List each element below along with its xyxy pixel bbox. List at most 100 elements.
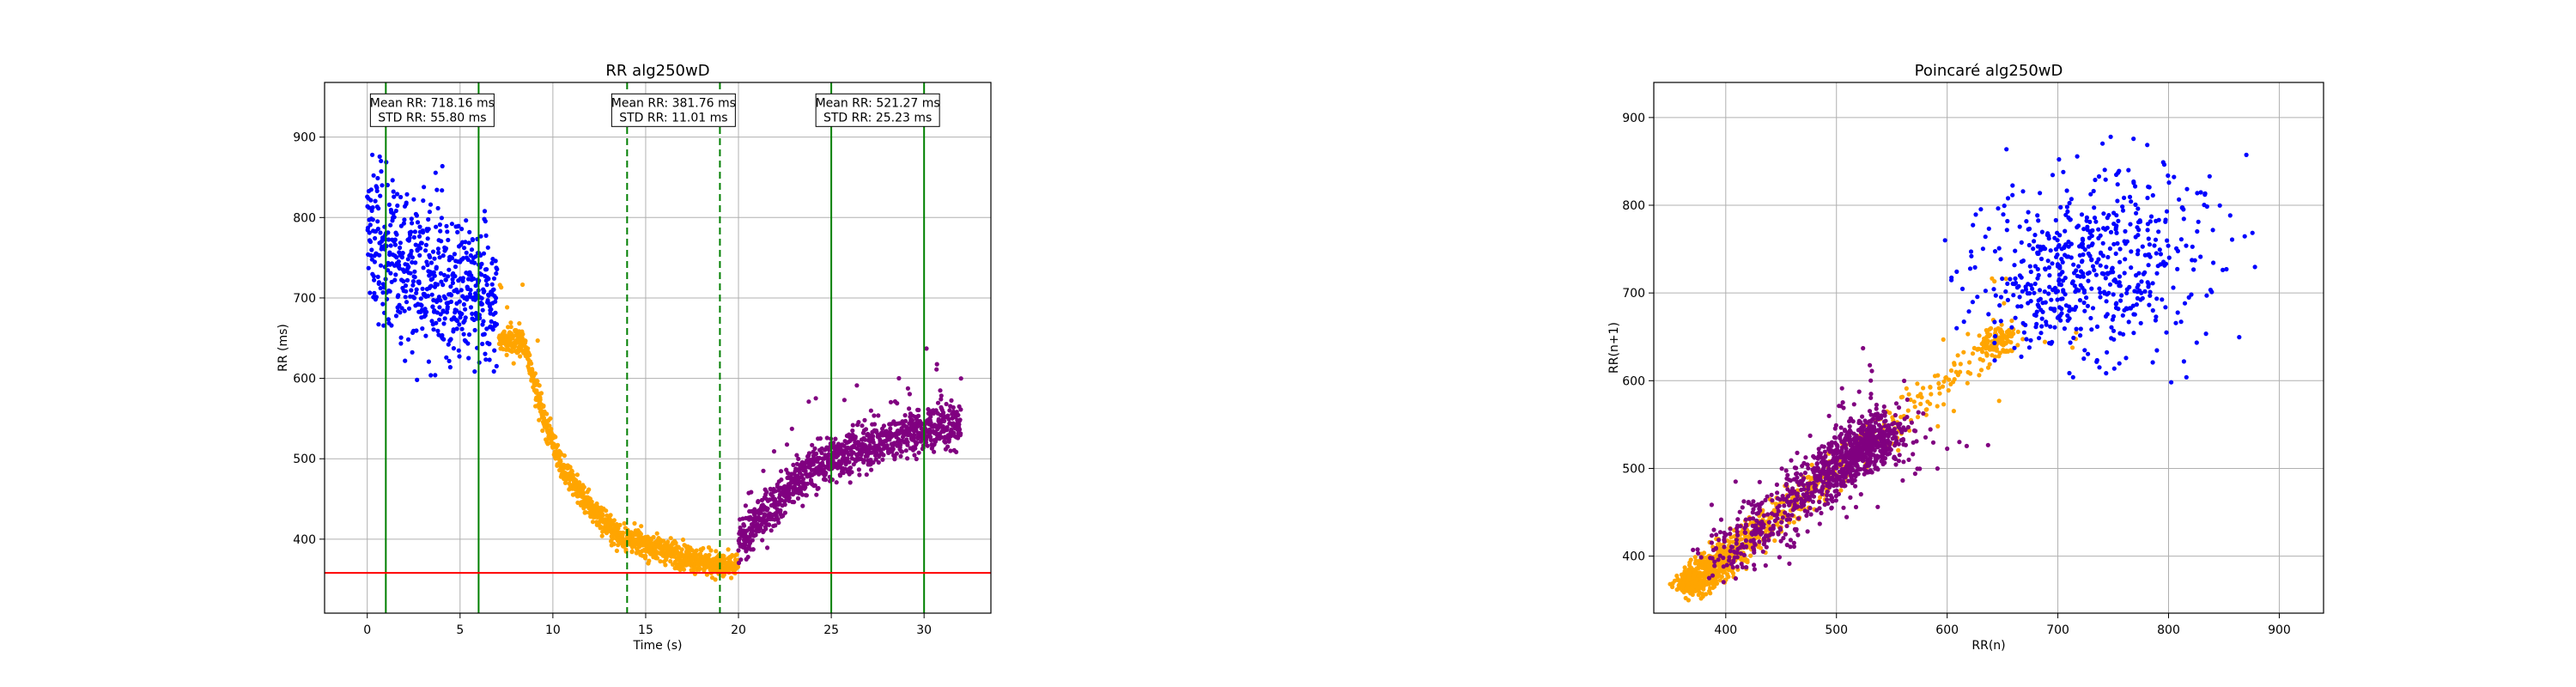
poincare-point	[1984, 352, 1990, 357]
scatter-point	[439, 216, 444, 221]
poincare-point	[1854, 438, 1859, 443]
scatter-point	[729, 575, 734, 581]
poincare-point	[1964, 443, 1969, 449]
scatter-point	[426, 216, 431, 222]
poincare-point	[1930, 440, 1936, 445]
poincare-point	[1696, 573, 1702, 578]
scatter-point	[409, 229, 414, 234]
poincare-point	[1757, 539, 1762, 544]
scatter-point	[444, 355, 449, 360]
scatter-point	[380, 301, 386, 307]
scatter-point	[401, 221, 406, 226]
scatter-point	[404, 200, 409, 205]
poincare-point	[1728, 526, 1733, 532]
poincare-point	[1951, 409, 1956, 414]
scatter-point	[415, 220, 421, 225]
scatter-point	[405, 337, 411, 342]
scatter-point	[419, 303, 424, 308]
poincare-point	[1763, 497, 1768, 503]
scatter-point	[763, 526, 769, 532]
poincare-point	[2004, 336, 2009, 341]
poincare-point	[1996, 354, 2002, 359]
poincare-point	[1826, 476, 1832, 481]
scatter-point	[411, 234, 416, 240]
poincare-point	[1727, 558, 1732, 563]
scatter-point	[467, 229, 472, 234]
scatter-point	[871, 434, 876, 439]
scatter-point	[491, 368, 496, 374]
scatter-point	[392, 242, 398, 247]
scatter-point	[932, 449, 937, 454]
poincare-point	[1730, 539, 1735, 544]
poincare-point	[1807, 506, 1813, 511]
poincare-point	[1871, 453, 1876, 458]
poincare-point	[1806, 465, 1811, 471]
poincare-point	[1670, 584, 1675, 590]
poincare-point	[1805, 481, 1810, 487]
scatter-point	[590, 520, 596, 525]
scatter-point	[736, 560, 742, 566]
poincare-point	[1693, 579, 1698, 584]
scatter-point	[485, 245, 490, 250]
scatter-point	[367, 205, 372, 210]
poincare-point	[1717, 530, 1723, 535]
poincare-point	[1790, 508, 1795, 513]
scatter-point	[912, 453, 917, 458]
scatter-point	[604, 508, 609, 514]
y-tick-label: 800	[293, 211, 316, 225]
scatter-point	[744, 534, 750, 539]
scatter-point	[423, 248, 428, 253]
poincare-point	[1716, 557, 1721, 562]
scatter-point	[371, 274, 376, 279]
poincare-point	[1874, 443, 1879, 448]
scatter-point	[372, 277, 377, 283]
poincare-point	[1731, 559, 1736, 565]
poincare-point	[1686, 598, 1691, 603]
scatter-point	[482, 209, 488, 214]
scatter-point	[392, 215, 397, 220]
scatter-point	[722, 556, 727, 562]
scatter-point	[483, 357, 489, 362]
scatter-point	[804, 493, 810, 498]
scatter-point	[449, 222, 455, 227]
scatter-point	[398, 341, 404, 346]
poincare-point	[1712, 584, 1717, 589]
poincare-point	[1850, 419, 1856, 424]
scatter-point	[945, 425, 950, 430]
scatter-point	[410, 283, 416, 288]
poincare-point	[1787, 561, 1792, 567]
scatter-point	[846, 446, 851, 451]
poincare-point	[2096, 173, 2102, 179]
scatter-point	[444, 223, 449, 228]
scatter-point	[450, 277, 455, 282]
scatter-point	[951, 404, 956, 410]
scatter-point	[529, 361, 534, 366]
poincare-point	[1881, 404, 1886, 410]
scatter-point	[812, 483, 817, 488]
poincare-point	[1779, 520, 1784, 525]
scatter-point	[465, 257, 471, 262]
poincare-point	[1719, 574, 1724, 580]
scatter-point	[479, 272, 484, 277]
poincare-point	[1821, 444, 1826, 449]
scatter-point	[782, 510, 788, 515]
scatter-point	[374, 188, 380, 193]
scatter-point	[451, 327, 456, 332]
scatter-point	[769, 528, 774, 533]
poincare-point	[1793, 497, 1798, 502]
poincare-point	[2057, 157, 2062, 162]
poincare-point	[1844, 459, 1849, 465]
scatter-point	[527, 352, 532, 358]
poincare-point	[1710, 547, 1716, 553]
scatter-point	[463, 307, 468, 312]
scatter-point	[404, 277, 410, 283]
scatter-point	[373, 235, 378, 241]
poincare-point	[1880, 450, 1885, 456]
annotation-mean: Mean RR: 718.16 ms	[370, 96, 495, 110]
scatter-point	[810, 442, 815, 447]
scatter-point	[826, 452, 831, 457]
poincare-point	[1844, 514, 1850, 520]
scatter-point	[775, 517, 781, 522]
scatter-point	[471, 277, 477, 282]
scatter-point	[375, 219, 380, 224]
